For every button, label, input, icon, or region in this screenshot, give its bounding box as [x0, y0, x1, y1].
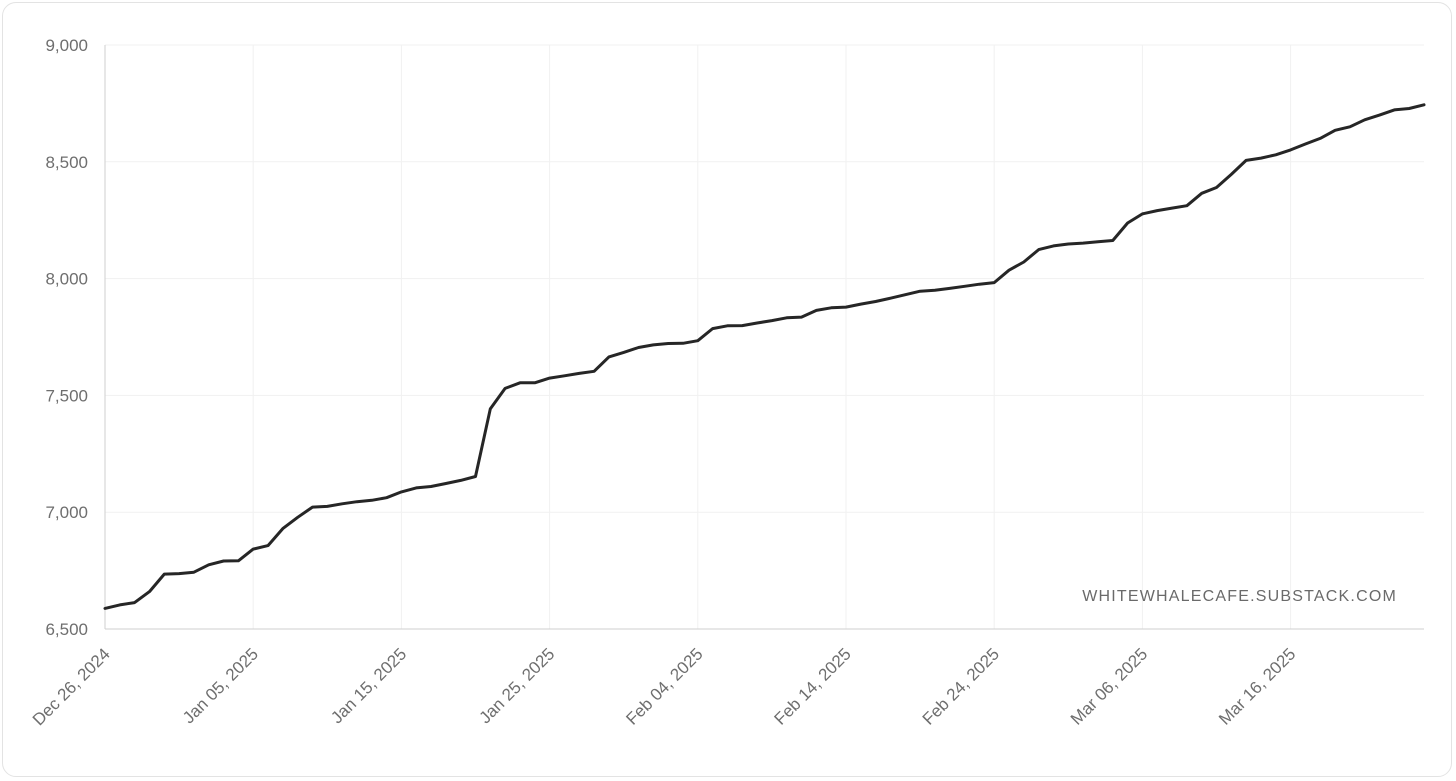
grid — [104, 44, 1424, 629]
y-tick-label: 7,000 — [45, 503, 88, 522]
x-tick-label: Mar 06, 2025 — [1067, 644, 1151, 728]
series-line — [103, 103, 1426, 610]
watermark-text: WHITEWHALECAFE.SUBSTACK.COM — [1082, 588, 1397, 605]
y-tick-label: 6,500 — [45, 620, 88, 639]
x-tick-label: Jan 05, 2025 — [179, 644, 262, 727]
y-tick-label: 7,500 — [45, 386, 88, 405]
y-tick-label: 8,000 — [45, 270, 88, 289]
y-tick-label: 8,500 — [45, 153, 88, 172]
x-tick-label: Mar 16, 2025 — [1215, 644, 1299, 728]
x-tick-label: Dec 26, 2024 — [29, 644, 114, 729]
series-layer — [103, 103, 1426, 610]
x-tick-label: Jan 15, 2025 — [327, 644, 410, 727]
x-tick-label: Jan 25, 2025 — [475, 644, 558, 727]
axes: 9,000 8,500 8,000 7,500 7,000 6,500 Dec 26, 20… — [29, 36, 1424, 729]
x-tick-label: Feb 24, 2025 — [919, 644, 1003, 728]
y-tick-label: 9,000 — [45, 36, 88, 55]
x-tick-label: Feb 14, 2025 — [771, 644, 855, 728]
x-tick-label: Feb 04, 2025 — [622, 644, 706, 728]
